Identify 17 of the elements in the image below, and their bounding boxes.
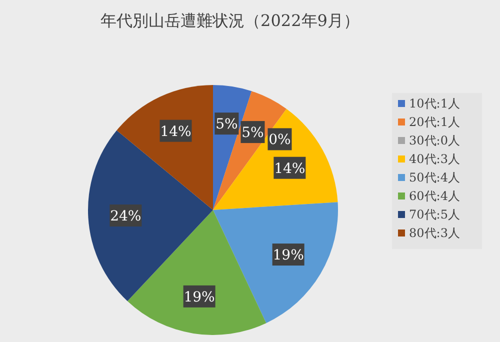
data-label: 19%	[272, 248, 304, 264]
data-label: 14%	[160, 124, 192, 140]
legend-label: 80代:3人	[409, 226, 460, 240]
data-label: 5%	[242, 125, 264, 142]
legend-label: 70代:5人	[409, 208, 460, 222]
legend-label: 60代:4人	[409, 189, 460, 203]
chart-title: 年代別山岳遭難状況（2022年9月）	[100, 11, 360, 30]
data-label: 19%	[184, 289, 215, 306]
legend-label: 10代:1人	[409, 96, 460, 110]
legend-label: 40代:3人	[409, 152, 460, 166]
data-label: 5%	[216, 116, 238, 133]
legend-label: 30代:0人	[409, 134, 460, 148]
data-label: 24%	[110, 208, 142, 224]
data-label: 14%	[274, 160, 306, 177]
text: 0%	[268, 132, 291, 148]
legend-label: 50代:4人	[409, 170, 460, 184]
legend-label: 20代:1人	[409, 115, 460, 129]
